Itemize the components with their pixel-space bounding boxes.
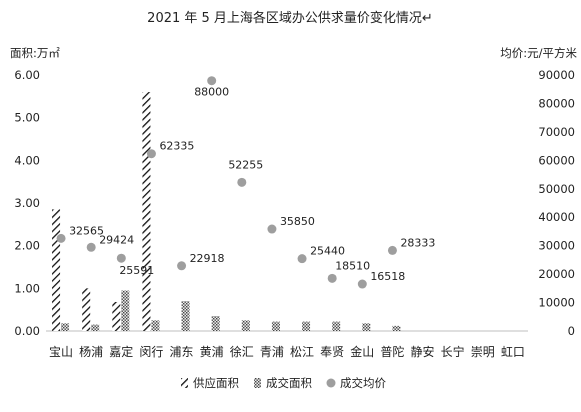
left-axis-ticks: 0.00 1.00 2.00 3.00 4.00 5.00 6.00 (14, 68, 40, 338)
bar-deal-area (61, 323, 70, 331)
chart-title: 2021 年 5 月上海各区域办公供求量价变化情况↵ (147, 10, 433, 26)
price-point (357, 279, 367, 289)
right-axis-label: 均价:元/平方米 (500, 46, 577, 60)
left-tick-label: 5.00 (14, 111, 40, 125)
bar-deal-area (151, 320, 160, 331)
left-tick-label: 0.00 (14, 324, 40, 338)
bar-deal-area (302, 321, 311, 331)
right-tick-label: 70000 (538, 125, 575, 139)
bar-deal-area (271, 321, 280, 331)
left-axis-label: 面积:万㎡ (10, 46, 60, 60)
legend-swatch-supply (181, 378, 188, 388)
bar-supply-area (142, 92, 151, 331)
legend: 供应面积 成交面积 成交均价 (181, 376, 386, 390)
legend-swatch-deal-area (254, 378, 261, 388)
left-tick-label: 4.00 (14, 153, 40, 167)
bar-deal-area (362, 323, 371, 331)
category-label: 嘉定 (109, 344, 133, 359)
price-data-label: 28333 (400, 236, 435, 249)
category-label: 浦东 (170, 345, 194, 359)
right-tick-label: 10000 (538, 296, 575, 310)
right-tick-label: 30000 (538, 239, 575, 253)
category-label: 宝山 (49, 345, 73, 359)
right-tick-label: 20000 (538, 267, 575, 281)
right-tick-label: 40000 (538, 210, 575, 224)
bar-deal-area (91, 324, 100, 331)
legend-label-price: 成交均价 (340, 376, 386, 390)
category-label: 崇明 (471, 345, 495, 359)
right-axis-ticks: 0 10000 20000 30000 40000 50000 60000 70000 8000… (538, 68, 575, 338)
price-data-label: 29424 (99, 233, 134, 246)
bar-supply-area (52, 209, 61, 331)
price-point (207, 76, 217, 86)
bar-supply-area (82, 288, 91, 331)
right-tick-label: 50000 (538, 182, 575, 196)
price-point (267, 224, 277, 234)
price-data-label: 16518 (370, 270, 405, 283)
price-point (177, 261, 187, 271)
legend-swatch-price (326, 378, 336, 388)
price-point (297, 254, 307, 264)
category-label: 普陀 (380, 344, 404, 359)
price-data-label: 32565 (69, 224, 104, 237)
left-tick-label: 1.00 (14, 281, 40, 295)
category-label: 徐汇 (230, 344, 254, 359)
price-data-label: 25440 (310, 245, 345, 258)
legend-label-deal-area: 成交面积 (266, 376, 312, 390)
right-tick-label: 90000 (538, 68, 575, 82)
price-data-label: 88000 (194, 86, 229, 99)
price-data-label: 25591 (119, 264, 154, 277)
price-point (56, 233, 66, 243)
left-tick-label: 3.00 (14, 196, 40, 210)
bar-marks (52, 92, 401, 331)
price-point (146, 149, 156, 159)
price-data-label: 18510 (335, 259, 370, 272)
left-tick-label: 2.00 (14, 239, 40, 253)
category-label: 松江 (290, 345, 314, 359)
bar-deal-area (181, 301, 190, 331)
bar-deal-area (211, 316, 220, 331)
category-label: 长宁 (441, 344, 465, 359)
price-point (116, 253, 126, 263)
price-point (86, 242, 96, 252)
category-label: 青浦 (260, 345, 284, 359)
right-tick-label: 0 (568, 324, 575, 338)
price-data-label: 35850 (280, 215, 315, 228)
bar-deal-area (392, 325, 401, 331)
category-label: 黄浦 (200, 345, 224, 359)
category-label: 闵行 (139, 344, 163, 359)
right-tick-label: 60000 (538, 153, 575, 167)
category-label: 虹口 (501, 345, 525, 359)
category-label: 静安 (411, 344, 435, 359)
bar-deal-area (121, 290, 130, 331)
right-tick-label: 80000 (538, 96, 575, 110)
bar-supply-area (112, 301, 121, 331)
price-point (237, 177, 247, 187)
price-data-label: 62335 (159, 140, 194, 153)
price-point (327, 273, 337, 283)
legend-label-supply: 供应面积 (193, 376, 239, 390)
left-tick-label: 6.00 (14, 68, 40, 82)
category-label: 杨浦 (79, 344, 103, 359)
category-labels: 宝山 杨浦 嘉定 闵行 浦东 黄浦 徐汇 青浦 松江 奉贤 金山 普陀 静安 长宁 崇明 虹口 (49, 344, 525, 359)
price-data-label: 22918 (190, 252, 225, 265)
bar-deal-area (241, 320, 250, 331)
price-point (387, 245, 397, 255)
category-label: 金山 (350, 344, 374, 359)
price-data-label: 52255 (228, 158, 263, 171)
bar-deal-area (332, 321, 341, 331)
category-label: 奉贤 (320, 345, 344, 359)
